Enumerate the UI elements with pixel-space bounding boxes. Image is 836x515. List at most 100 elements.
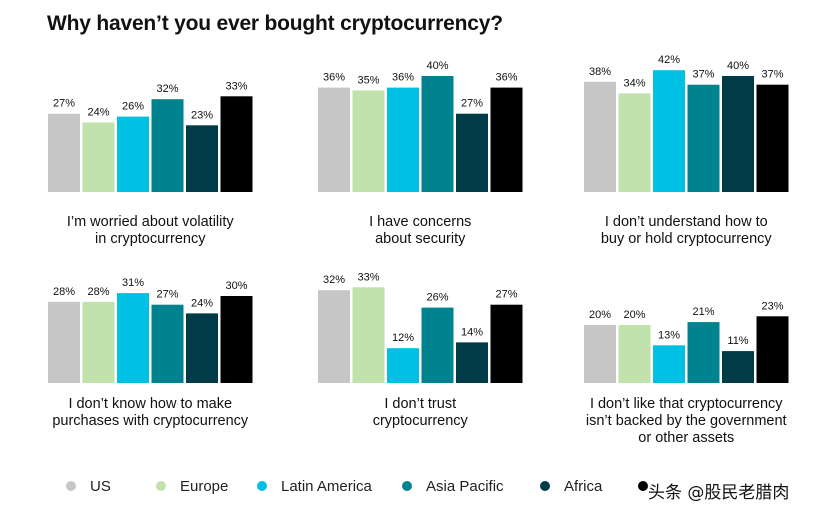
bar-europe xyxy=(618,93,651,192)
data-label-us: 36% xyxy=(323,72,345,84)
data-label-europe: 34% xyxy=(623,77,645,89)
chart-panel-5: 32% 33% 12% 26% 14% 27% I don’t trustcryptocur… xyxy=(318,271,523,429)
legend-item-other xyxy=(638,476,662,496)
legend-label-asia-pacific: Asia Pacific xyxy=(426,477,504,495)
panel-title-line: I’m worried about volatility xyxy=(67,214,235,230)
bar-asia-pacific xyxy=(421,76,454,192)
legend-dot-europe xyxy=(156,481,166,491)
bar-europe xyxy=(82,122,115,192)
panel-title-line: I don’t know how to make xyxy=(68,396,232,412)
data-label-other: 30% xyxy=(225,280,247,292)
data-label-other: 27% xyxy=(495,289,517,301)
bar-asia-pacific xyxy=(687,84,720,192)
bar-asia-pacific xyxy=(151,99,184,192)
panel-title-line: I have concerns xyxy=(369,214,471,230)
data-label-europe: 20% xyxy=(623,309,645,321)
panel-title-line: or other assets xyxy=(638,430,734,446)
bar-other xyxy=(490,87,523,192)
legend-dot-africa xyxy=(540,481,550,491)
panel-title-line: in cryptocurrency xyxy=(95,231,206,247)
data-label-africa: 14% xyxy=(461,326,483,338)
bar-us xyxy=(48,113,80,192)
data-label-latin-america: 12% xyxy=(392,332,414,344)
bar-us xyxy=(318,290,350,383)
bar-other xyxy=(756,316,789,383)
legend-dot-other xyxy=(638,481,648,491)
bar-us xyxy=(318,87,350,192)
data-label-latin-america: 42% xyxy=(658,54,680,66)
data-label-asia-pacific: 37% xyxy=(692,69,714,81)
bar-latin-america xyxy=(653,70,685,192)
data-label-other: 33% xyxy=(225,80,247,92)
panel-title-line: I don’t understand how to xyxy=(605,214,768,230)
data-label-us: 32% xyxy=(323,274,345,286)
bar-africa xyxy=(186,313,218,383)
legend-item-asia-pacific: Asia Pacific xyxy=(402,476,504,496)
data-label-other: 36% xyxy=(495,72,517,84)
data-label-other: 37% xyxy=(761,69,783,81)
bar-us xyxy=(584,81,616,192)
legend-label-europe: Europe xyxy=(180,477,229,495)
watermark: 头条 @股民老腊肉 xyxy=(648,483,790,503)
data-label-us: 27% xyxy=(53,98,75,110)
legend-label-latin-america: Latin America xyxy=(281,477,372,495)
data-label-europe: 28% xyxy=(87,286,109,298)
data-label-asia-pacific: 27% xyxy=(156,289,178,301)
panel-title-line: I don’t like that cryptocurrency xyxy=(590,396,783,412)
chart-title: Why haven’t you ever bought cryptocurren… xyxy=(47,12,503,35)
panel-title-line: cryptocurrency xyxy=(373,413,469,429)
bar-europe xyxy=(352,90,385,192)
data-label-asia-pacific: 40% xyxy=(426,60,448,72)
bar-europe xyxy=(82,301,115,383)
data-label-africa: 27% xyxy=(461,98,483,110)
panel-title-line: I don’t trust xyxy=(384,396,456,412)
chart-panel-3: 38% 34% 42% 37% 40% 37% I don’t understand how… xyxy=(584,54,789,247)
data-label-us: 28% xyxy=(53,286,75,298)
legend-item-africa: Africa xyxy=(540,476,602,496)
bar-us xyxy=(584,325,616,383)
data-label-asia-pacific: 26% xyxy=(426,292,448,304)
bar-us xyxy=(48,301,80,383)
data-label-africa: 23% xyxy=(191,109,213,121)
legend-item-europe: Europe xyxy=(156,476,228,496)
data-label-africa: 11% xyxy=(727,335,748,347)
bar-asia-pacific xyxy=(151,304,184,383)
data-label-asia-pacific: 21% xyxy=(692,306,714,318)
panel-title-line: about security xyxy=(375,231,466,247)
data-label-other: 23% xyxy=(761,300,783,312)
bar-latin-america xyxy=(387,348,419,383)
legend-label-africa: Africa xyxy=(564,477,603,495)
chart-panel-1: 27% 24% 26% 32% 23% 33% I’m worried about vola… xyxy=(48,80,253,247)
data-label-europe: 33% xyxy=(357,271,379,283)
legend-dot-asia-pacific xyxy=(402,481,412,491)
bar-africa xyxy=(722,76,754,192)
data-label-latin-america: 26% xyxy=(122,101,144,113)
bar-other xyxy=(220,96,253,192)
data-label-us: 38% xyxy=(589,66,611,78)
bar-latin-america xyxy=(117,293,149,383)
data-label-latin-america: 31% xyxy=(122,277,144,289)
legend-label-us: US xyxy=(90,477,111,495)
bar-africa xyxy=(456,342,488,383)
data-label-us: 20% xyxy=(589,309,611,321)
bar-africa xyxy=(722,351,754,383)
chart-panel-4: 28% 28% 31% 27% 24% 30% I don’t know how to ma… xyxy=(48,277,253,429)
data-label-latin-america: 36% xyxy=(392,72,414,84)
bar-africa xyxy=(186,125,218,192)
bar-other xyxy=(756,84,789,192)
data-label-latin-america: 13% xyxy=(658,329,680,341)
chart-panel-6: 20% 20% 13% 21% 11% 23% I don’t like that cryp… xyxy=(584,300,789,446)
bar-europe xyxy=(618,325,651,383)
bar-asia-pacific xyxy=(421,307,454,383)
bar-latin-america xyxy=(387,87,419,192)
bar-latin-america xyxy=(117,116,149,192)
bar-asia-pacific xyxy=(687,322,720,383)
panel-title-line: purchases with cryptocurrency xyxy=(52,413,249,429)
legend-item-latin-america: Latin America xyxy=(257,476,372,496)
bar-europe xyxy=(352,287,385,383)
bar-latin-america xyxy=(653,345,685,383)
bar-other xyxy=(490,304,523,383)
data-label-europe: 35% xyxy=(357,75,379,87)
data-label-europe: 24% xyxy=(87,106,109,118)
